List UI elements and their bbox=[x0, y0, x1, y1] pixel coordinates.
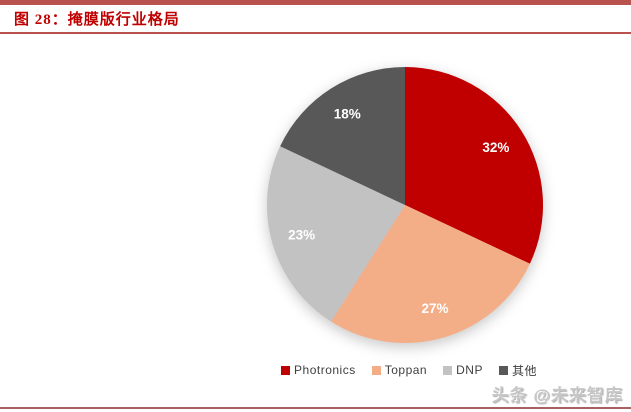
legend-swatch-icon-toppan bbox=[371, 365, 381, 375]
chart-legend: Photronics Toppan DNP 其他 bbox=[239, 362, 579, 378]
legend-item-other: 其他 bbox=[498, 362, 537, 379]
legend-label-toppan: Toppan bbox=[384, 363, 428, 377]
legend-item-toppan: Toppan bbox=[371, 363, 428, 377]
watermark-text: 头条 @未来智库 bbox=[491, 386, 623, 405]
top-accent-bar bbox=[0, 0, 631, 5]
pie-slice-toppan bbox=[331, 205, 530, 344]
legend-label-dnp: DNP bbox=[456, 363, 483, 377]
pie-value-label-dnp: 23% bbox=[288, 228, 315, 243]
legend-swatch-icon-photronics bbox=[281, 365, 291, 375]
pie-value-label-photronics: 32% bbox=[482, 140, 509, 155]
pie-chart: 32% 27% 23% 18% bbox=[266, 67, 544, 344]
bottom-divider bbox=[0, 407, 631, 409]
legend-swatch-icon-other bbox=[498, 365, 508, 375]
title-divider bbox=[0, 32, 631, 34]
legend-label-photronics: Photronics bbox=[294, 363, 356, 377]
pie-slice-photronics bbox=[405, 67, 544, 264]
legend-label-other: 其他 bbox=[511, 363, 537, 378]
pie-slice-dnp bbox=[266, 146, 405, 322]
pie-value-label-other: 18% bbox=[334, 107, 361, 122]
pie-value-label-toppan: 27% bbox=[421, 301, 448, 316]
legend-item-dnp: DNP bbox=[443, 363, 483, 377]
legend-swatch-icon-dnp bbox=[443, 365, 453, 375]
legend-item-photronics: Photronics bbox=[281, 363, 356, 377]
figure-title: 图 28：掩膜版行业格局 bbox=[14, 12, 180, 28]
pie-slice-other bbox=[280, 67, 405, 205]
